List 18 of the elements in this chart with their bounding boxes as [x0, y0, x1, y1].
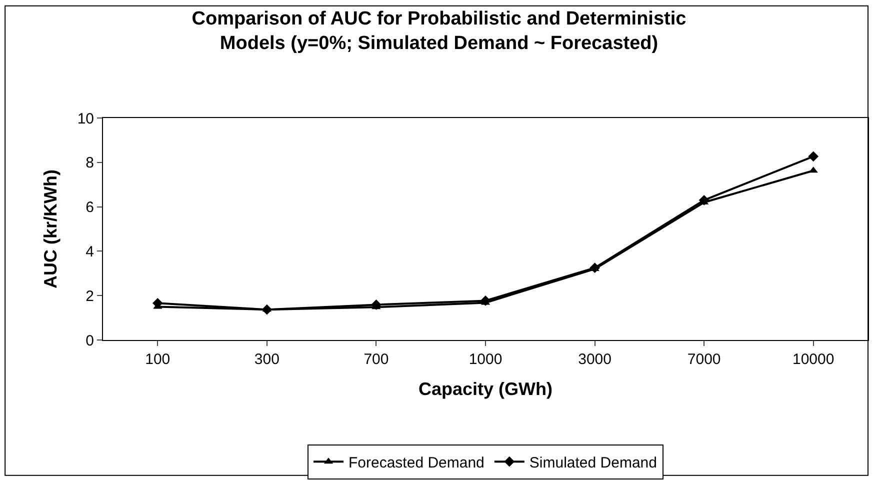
y-tick-label: 6: [86, 199, 94, 216]
y-tick-label: 4: [86, 243, 94, 260]
x-tick-label: 100: [145, 351, 170, 368]
x-tick-label: 1000: [468, 351, 502, 368]
chart-title: Comparison of AUC for Probabilistic and Deterministic Models (y=0%; Simulated Demand ~ Forecasted): [192, 8, 687, 54]
y-axis-title: AUC (kr/KWh): [40, 170, 61, 288]
x-axis-title: Capacity (GWh): [418, 379, 553, 400]
y-tick-label: 8: [86, 154, 94, 172]
x-tick-label: 10000: [792, 351, 834, 368]
y-tick-label: 10: [77, 110, 94, 128]
legend-label: Simulated Demand: [529, 454, 657, 472]
x-tick-label: 3000: [578, 351, 612, 368]
x-tick-label: 700: [364, 351, 389, 368]
legend-label: Forecasted Demand: [348, 454, 484, 472]
y-tick-label: 2: [86, 288, 94, 305]
x-tick-label: 7000: [687, 351, 721, 368]
x-tick-label: 300: [254, 351, 280, 368]
y-tick-label: 0: [86, 332, 94, 350]
